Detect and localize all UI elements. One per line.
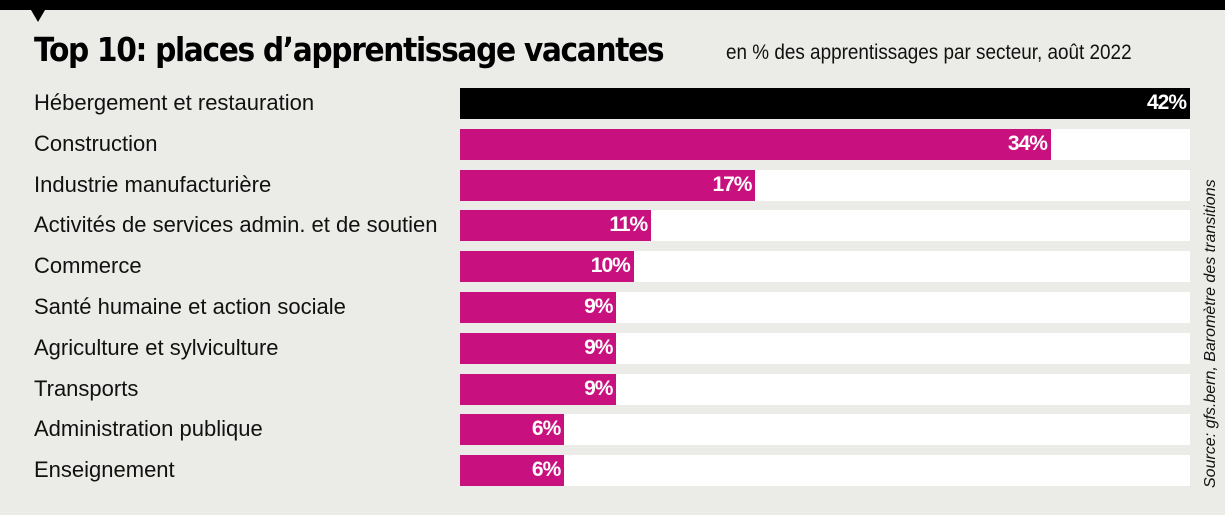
category-label: Enseignement (34, 457, 175, 483)
source-note: Source: gfs.bern, Baromètre des transiti… (1202, 179, 1219, 488)
bar-row: Enseignement 6% (0, 455, 1225, 487)
bar: 42% (460, 88, 1190, 119)
bar-track: 9% (460, 292, 1190, 323)
data-label: 6% (531, 458, 561, 482)
bar: 6% (460, 414, 565, 446)
bar: 17% (460, 169, 756, 201)
chart-title: Top 10: places d’apprentissage vacantes (34, 30, 665, 69)
category-label: Santé humaine et action sociale (34, 294, 346, 319)
category-label: Transports (34, 375, 139, 401)
data-label: 9% (584, 376, 613, 400)
bar: 10% (460, 251, 634, 283)
bar-track: 9% (460, 373, 1190, 405)
data-label: 17% (712, 172, 752, 196)
bar-row: Agriculture et sylviculture 9% (0, 332, 1225, 364)
bar: 34% (460, 128, 1051, 160)
bar-row: Administration publique 6% (0, 414, 1225, 446)
bar-track: 42% (460, 88, 1190, 119)
category-label: Industrie manufacturière (34, 171, 272, 197)
triangle-marker-icon (31, 10, 45, 22)
bar-track: 34% (460, 128, 1190, 160)
top-bar (0, 0, 1225, 10)
bar-row: Hébergement et restauration 42% (0, 88, 1225, 119)
data-label: 9% (584, 335, 613, 359)
data-label: 6% (531, 417, 561, 441)
category-label: Administration publique (34, 416, 263, 442)
bar-track: 17% (460, 169, 1190, 201)
data-label: 9% (584, 295, 613, 318)
chart-header: Top 10: places d’apprentissage vacantes … (34, 30, 1132, 69)
bar-row: Construction 34% (0, 128, 1225, 160)
bar-row: Industrie manufacturière 17% (0, 169, 1225, 201)
bar: 9% (460, 332, 617, 364)
bar: 9% (460, 292, 617, 323)
data-label: 34% (1007, 131, 1048, 155)
bar: 6% (460, 455, 565, 487)
data-label: 42% (1146, 91, 1187, 114)
bar-row: Activités de services admin. et de souti… (0, 210, 1225, 242)
data-label: 10% (590, 254, 631, 278)
category-label: Activités de services admin. et de souti… (34, 212, 438, 238)
bar-track: 6% (460, 455, 1190, 487)
bar-track: 10% (460, 251, 1190, 283)
chart-subtitle: en % des apprentissages par secteur, aoû… (726, 41, 1132, 64)
bar-row: Commerce 10% (0, 251, 1225, 283)
bar-row: Transports 9% (0, 373, 1225, 405)
category-label: Commerce (34, 253, 142, 279)
category-label: Agriculture et sylviculture (34, 334, 279, 360)
bar-track: 6% (460, 414, 1190, 446)
data-label: 11% (609, 213, 648, 237)
category-label: Construction (34, 130, 158, 156)
bar-track: 9% (460, 332, 1190, 364)
bar: 11% (460, 210, 652, 242)
bar-track: 11% (460, 210, 1190, 242)
bar-row: Santé humaine et action sociale 9% (0, 292, 1225, 323)
category-label: Hébergement et restauration (34, 90, 315, 115)
bar: 9% (460, 373, 617, 405)
